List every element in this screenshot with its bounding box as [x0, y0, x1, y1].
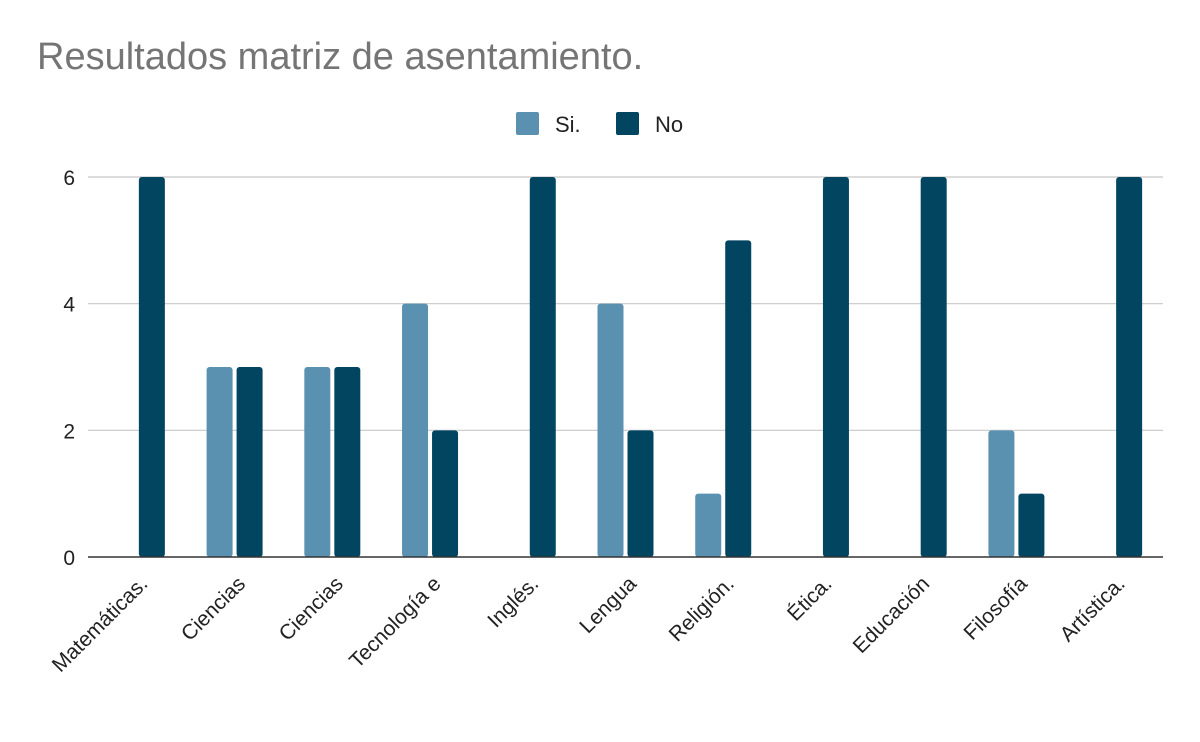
bar-no	[822, 177, 849, 557]
y-tick-label: 4	[63, 294, 75, 317]
gridlines	[88, 176, 1163, 431]
x-tick-label: Ciencias	[275, 572, 348, 645]
x-tick-label: Educación	[849, 572, 935, 658]
x-tick-label: Inglés.	[483, 572, 543, 632]
bar-no	[334, 367, 361, 557]
bar-no	[1018, 493, 1045, 557]
legend-swatch	[616, 112, 639, 135]
bar-no	[1116, 177, 1143, 557]
x-tick-label: Tecnología e	[345, 572, 445, 672]
y-tick-label: 6	[63, 167, 75, 190]
y-tick-label: 0	[63, 547, 75, 570]
bar-si	[402, 303, 429, 557]
bar-si	[695, 493, 722, 557]
bar-no	[725, 240, 752, 558]
legend-swatch	[516, 112, 539, 135]
bars	[138, 177, 1143, 558]
legend-label: No	[655, 112, 683, 137]
bar-no	[920, 177, 947, 557]
legend: Si. No	[516, 112, 683, 137]
x-tick-label: Ciencias	[177, 572, 250, 645]
x-tick-label: Artística.	[1056, 572, 1130, 646]
y-tick-label: 2	[63, 420, 75, 443]
y-axis-ticks: 0 2 4 6	[63, 167, 75, 570]
x-tick-label: Religión.	[665, 572, 739, 646]
x-tick-label: Matemáticas.	[48, 572, 153, 677]
bar-no	[627, 430, 654, 557]
legend-label: Si.	[555, 112, 581, 137]
bar-si	[206, 367, 233, 557]
bar-no	[138, 177, 165, 557]
bar-no	[432, 430, 459, 557]
bar-si	[988, 430, 1015, 557]
chart-title: Resultados matriz de asentamiento.	[37, 36, 644, 78]
bar-si	[304, 367, 331, 557]
bar-no	[236, 367, 263, 557]
x-tick-label: Lengua	[575, 572, 641, 638]
bar-si	[597, 303, 624, 557]
x-tick-label: Filosofía	[960, 572, 1033, 645]
x-tick-label: Ética.	[783, 572, 836, 625]
bar-no	[529, 177, 556, 557]
